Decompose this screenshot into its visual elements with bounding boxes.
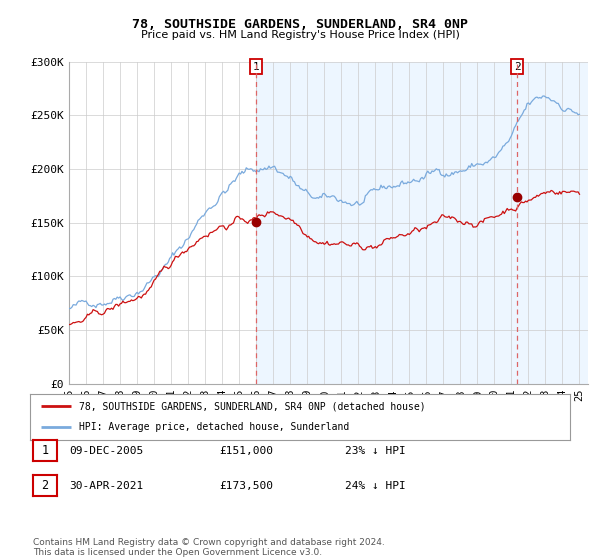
Text: 1: 1 [41, 444, 49, 458]
Text: 23% ↓ HPI: 23% ↓ HPI [345, 446, 406, 456]
Text: Contains HM Land Registry data © Crown copyright and database right 2024.
This d: Contains HM Land Registry data © Crown c… [33, 538, 385, 557]
Text: 2: 2 [41, 479, 49, 492]
Text: £151,000: £151,000 [219, 446, 273, 456]
Text: 78, SOUTHSIDE GARDENS, SUNDERLAND, SR4 0NP: 78, SOUTHSIDE GARDENS, SUNDERLAND, SR4 0… [132, 18, 468, 31]
Text: 30-APR-2021: 30-APR-2021 [69, 480, 143, 491]
Text: Price paid vs. HM Land Registry's House Price Index (HPI): Price paid vs. HM Land Registry's House … [140, 30, 460, 40]
Text: 09-DEC-2005: 09-DEC-2005 [69, 446, 143, 456]
Text: £173,500: £173,500 [219, 480, 273, 491]
Text: 78, SOUTHSIDE GARDENS, SUNDERLAND, SR4 0NP (detached house): 78, SOUTHSIDE GARDENS, SUNDERLAND, SR4 0… [79, 401, 425, 411]
Text: 24% ↓ HPI: 24% ↓ HPI [345, 480, 406, 491]
Text: HPI: Average price, detached house, Sunderland: HPI: Average price, detached house, Sund… [79, 422, 349, 432]
Bar [256, 62, 588, 384]
Text: 1: 1 [253, 62, 260, 72]
Text: 2: 2 [514, 62, 520, 72]
